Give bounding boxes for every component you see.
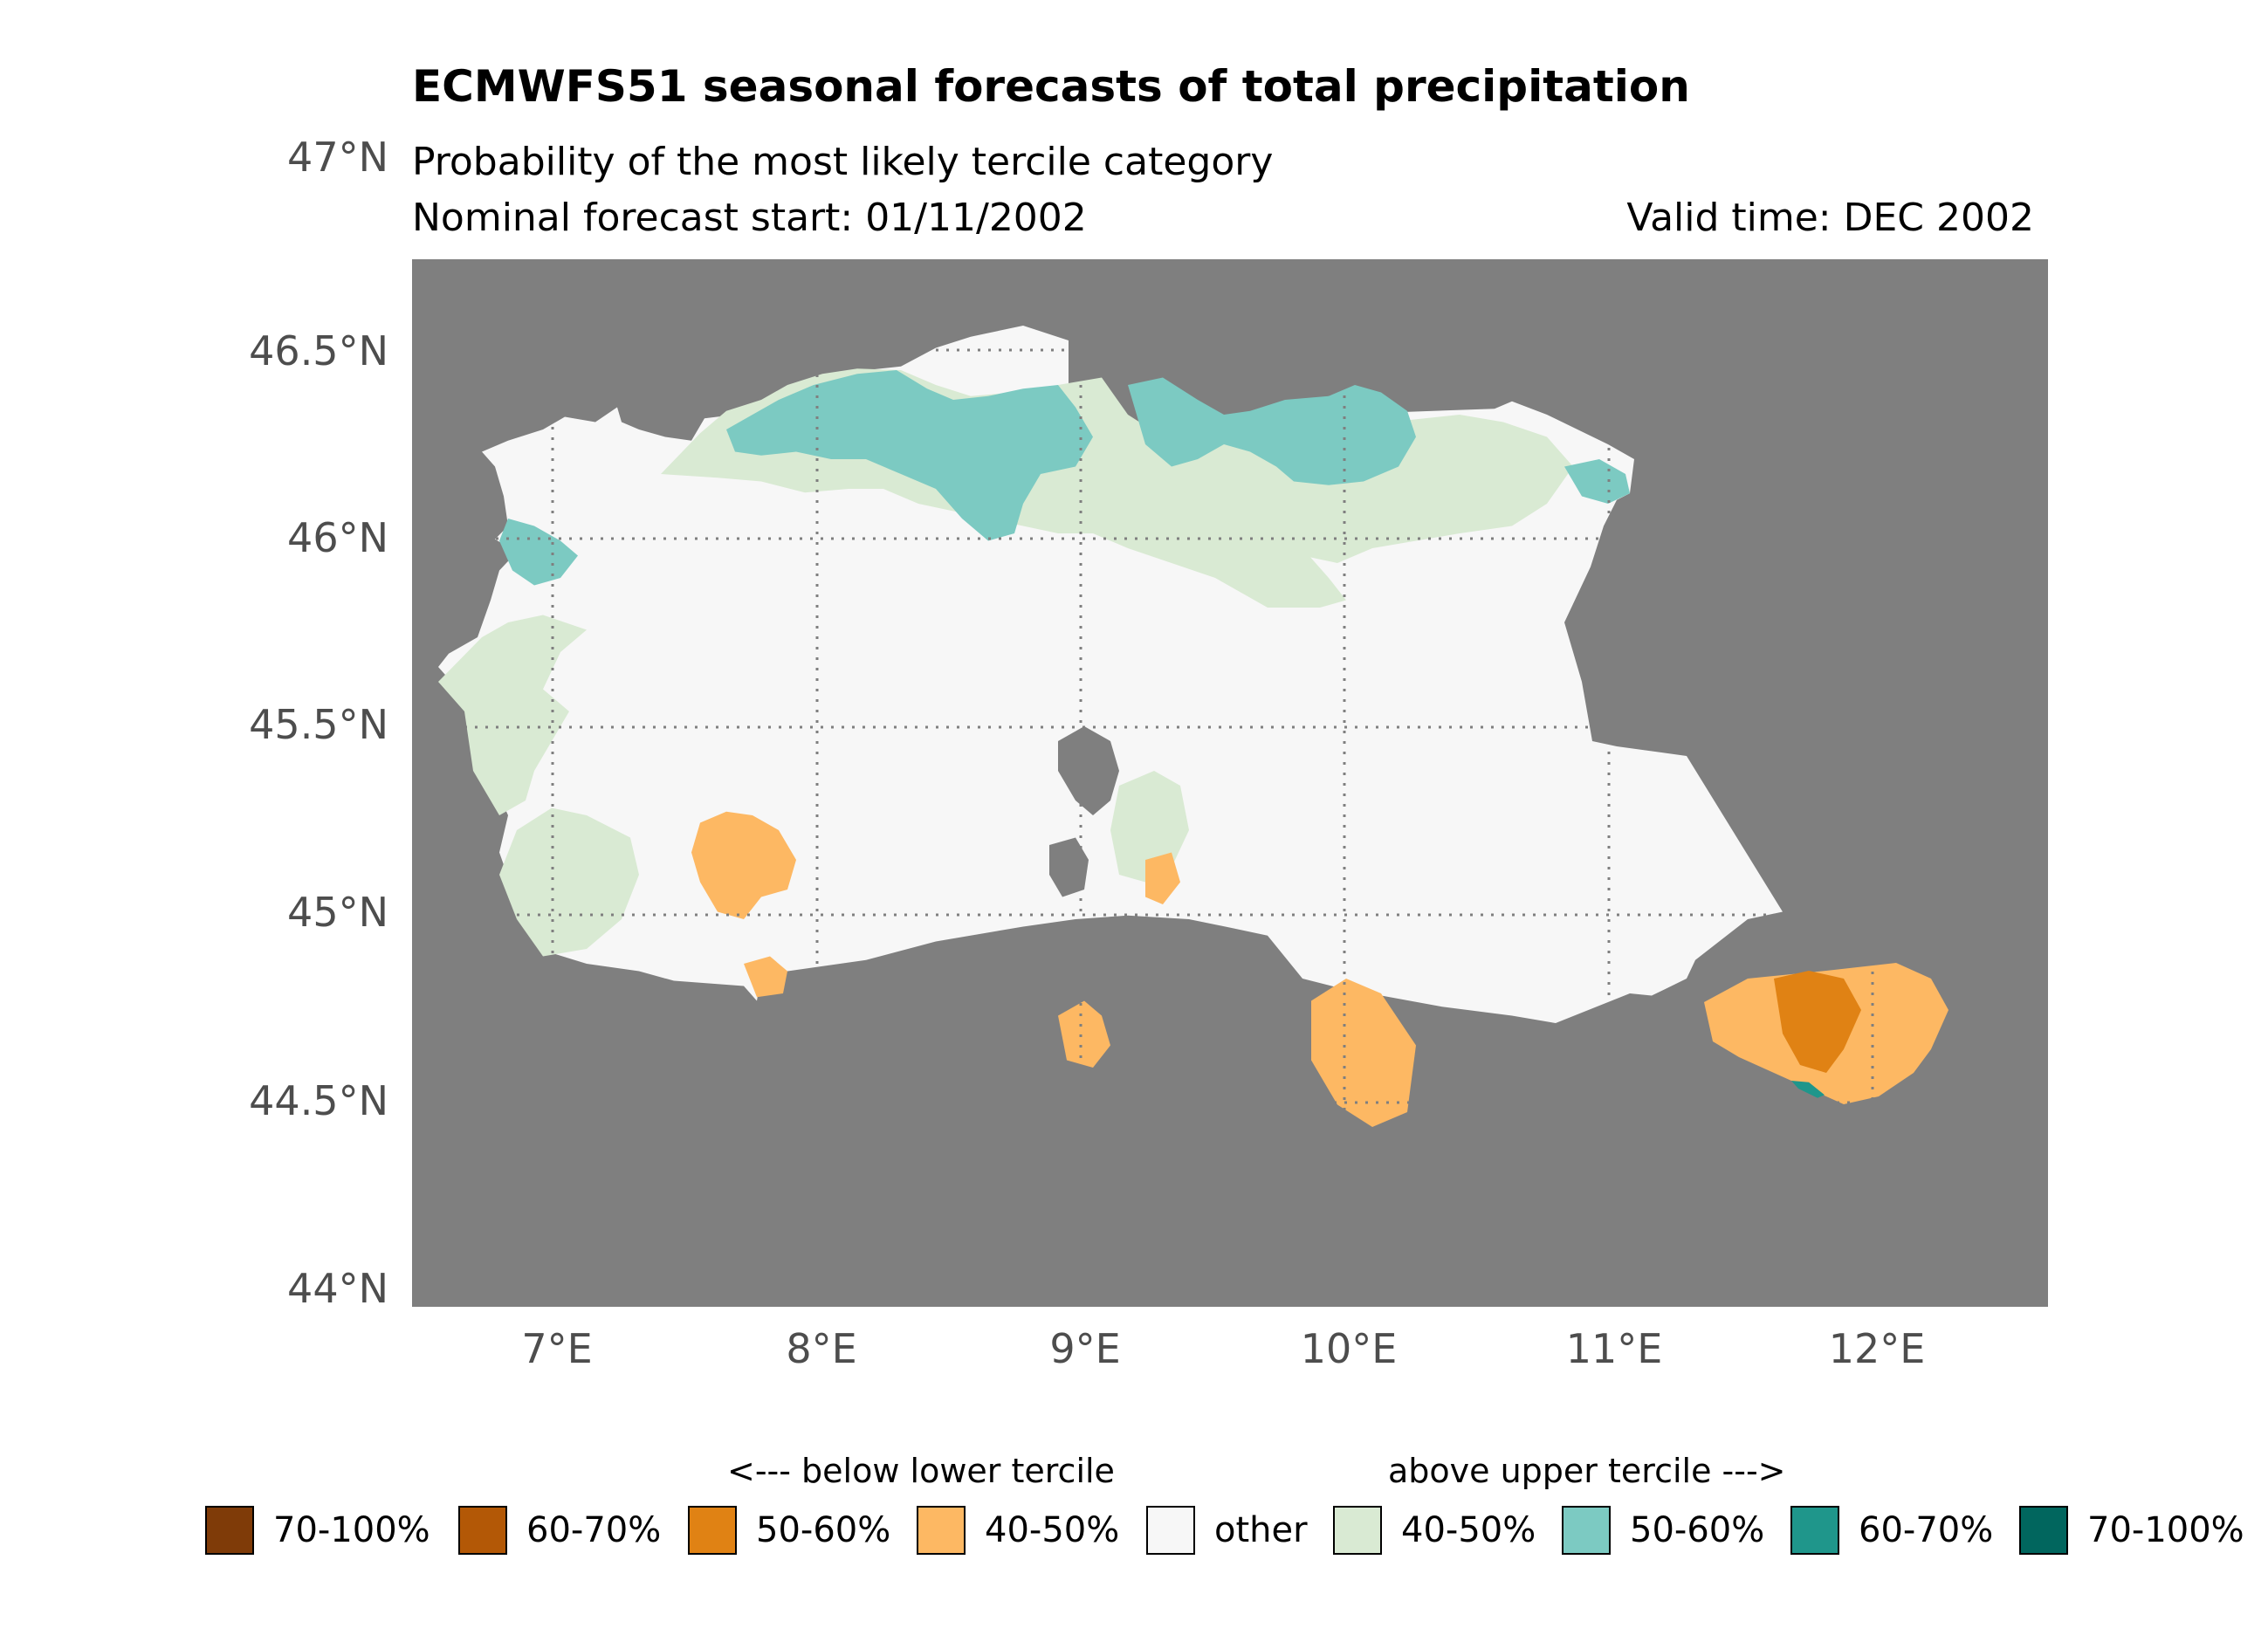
- legend-swatch: [458, 1506, 507, 1555]
- legend-swatch: [1333, 1506, 1382, 1555]
- legend-item: 50-60%: [688, 1506, 890, 1555]
- legend-swatch: [1562, 1506, 1611, 1555]
- legend-label: 40-50%: [985, 1510, 1120, 1550]
- legend-item: 50-60%: [1562, 1506, 1764, 1555]
- lon-label: 11°E: [1565, 1325, 1663, 1372]
- legend-item: 40-50%: [917, 1506, 1119, 1555]
- legend-swatch: [205, 1506, 254, 1555]
- legend-item: 40-50%: [1333, 1506, 1536, 1555]
- legend-swatch: [2019, 1506, 2068, 1555]
- map-subtitle: Probability of the most likely tercile c…: [412, 140, 1274, 184]
- valid-time: Valid time: DEC 2002: [1626, 196, 2034, 240]
- legend-label: 50-60%: [756, 1510, 891, 1550]
- legend-item: other: [1146, 1506, 1308, 1555]
- legend-label: other: [1214, 1510, 1308, 1550]
- legend-label: 40-50%: [1401, 1510, 1536, 1550]
- lat-label: 46.5°N: [249, 327, 388, 374]
- region-below-40-50: [744, 956, 787, 998]
- legend-label: 50-60%: [1630, 1510, 1765, 1550]
- legend-below-heading: <--- below lower tercile: [727, 1452, 1115, 1490]
- gridlines: [412, 259, 2048, 1307]
- legend-label: 70-100%: [273, 1510, 430, 1550]
- region-no-data: [1058, 726, 1119, 815]
- region-below-40-50: [691, 811, 796, 919]
- region-no-data: [1049, 837, 1089, 897]
- region-above-40-50: [499, 807, 639, 957]
- lat-label: 44°N: [287, 1265, 388, 1312]
- region-below-40-50: [1311, 979, 1416, 1127]
- legend-label: 60-70%: [1859, 1510, 1994, 1550]
- lon-label: 8°E: [786, 1325, 857, 1372]
- legend-above-heading: above upper tercile --->: [1388, 1452, 1786, 1490]
- map-title: ECMWFS51 seasonal forecasts of total pre…: [412, 61, 1690, 112]
- region-above-60-70: [1791, 1081, 1825, 1098]
- lon-label: 9°E: [1049, 1325, 1121, 1372]
- region-above-50-60: [499, 519, 578, 586]
- legend-item: 60-70%: [1790, 1506, 1993, 1555]
- lon-label: 12°E: [1828, 1325, 1926, 1372]
- legend-swatch: [688, 1506, 737, 1555]
- lon-label: 7°E: [521, 1325, 593, 1372]
- region-below-40-50: [1058, 1000, 1110, 1068]
- legend-swatch: [1146, 1506, 1195, 1555]
- legend-label: 60-70%: [526, 1510, 662, 1550]
- lon-label: 10°E: [1300, 1325, 1398, 1372]
- lat-label: 46°N: [287, 514, 388, 561]
- legend-item: 60-70%: [458, 1506, 661, 1555]
- legend-item: 70-100%: [2019, 1506, 2244, 1555]
- legend-item: 70-100%: [205, 1506, 430, 1555]
- legend-swatch: [917, 1506, 966, 1555]
- legend-label: 70-100%: [2087, 1510, 2244, 1550]
- region-below-50-60: [1774, 971, 1861, 1073]
- region-above-50-60: [1564, 459, 1630, 504]
- legend-swatch: [1790, 1506, 1839, 1555]
- lat-label: 45.5°N: [249, 701, 388, 748]
- lat-label: 44.5°N: [249, 1077, 388, 1124]
- region-above-40-50: [438, 615, 587, 815]
- forecast-start: Nominal forecast start: 01/11/2002: [412, 196, 1087, 240]
- lat-label: 45°N: [287, 889, 388, 936]
- region-above-50-60: [726, 370, 1093, 541]
- lat-label: 47°N: [287, 134, 388, 181]
- precipitation-map: [412, 259, 2048, 1307]
- region-below-40-50: [1145, 852, 1180, 904]
- region-above-50-60: [1128, 377, 1416, 485]
